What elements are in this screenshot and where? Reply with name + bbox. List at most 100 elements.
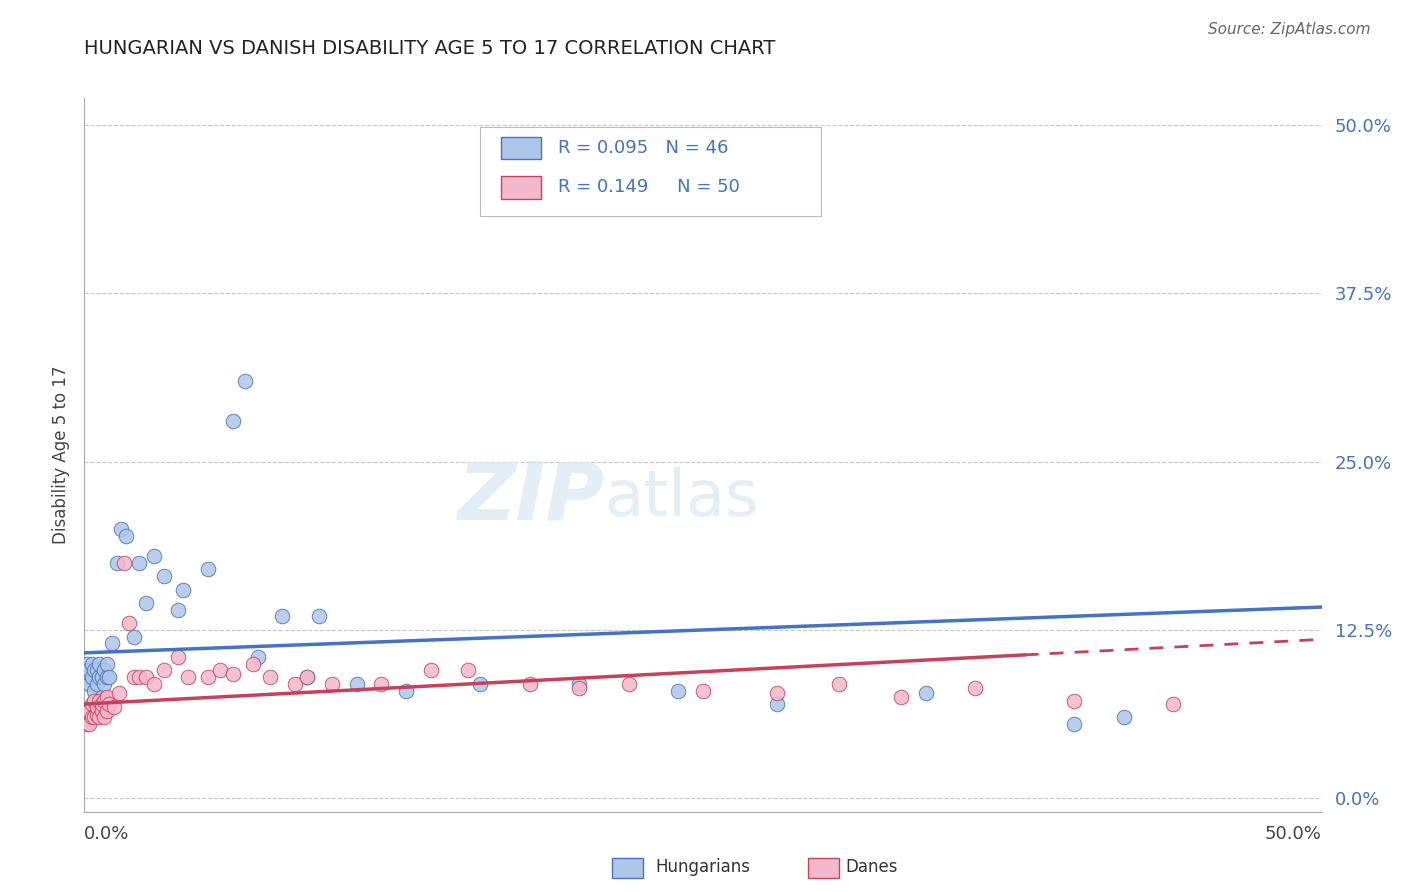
Point bbox=[568, 677, 591, 691]
Text: atlas: atlas bbox=[605, 467, 758, 529]
Point bbox=[83, 683, 105, 698]
Point bbox=[122, 630, 145, 644]
Point bbox=[83, 664, 105, 678]
Point bbox=[79, 704, 101, 718]
Point bbox=[308, 609, 330, 624]
Point bbox=[110, 522, 132, 536]
Text: Hungarians: Hungarians bbox=[655, 858, 751, 876]
Point bbox=[766, 697, 789, 711]
Point bbox=[79, 664, 101, 678]
Point bbox=[321, 677, 343, 691]
Text: HUNGARIAN VS DANISH DISABILITY AGE 5 TO 17 CORRELATION CHART: HUNGARIAN VS DANISH DISABILITY AGE 5 TO … bbox=[84, 39, 776, 58]
Point bbox=[419, 664, 441, 678]
Point bbox=[617, 677, 640, 691]
Point bbox=[914, 686, 936, 700]
Point bbox=[98, 697, 121, 711]
Text: ZIP: ZIP bbox=[457, 458, 605, 537]
Point bbox=[80, 697, 103, 711]
Point bbox=[80, 670, 103, 684]
Point bbox=[167, 649, 190, 664]
Point bbox=[100, 636, 122, 650]
Point bbox=[142, 677, 165, 691]
Point bbox=[167, 603, 190, 617]
Point bbox=[172, 582, 194, 597]
Point bbox=[96, 670, 118, 684]
Point bbox=[259, 670, 281, 684]
Point bbox=[122, 670, 145, 684]
Point bbox=[83, 710, 105, 724]
Point bbox=[98, 670, 121, 684]
Point bbox=[828, 677, 851, 691]
Point bbox=[271, 609, 294, 624]
Point bbox=[246, 649, 269, 664]
Point bbox=[135, 670, 157, 684]
Point bbox=[90, 670, 112, 684]
Point bbox=[135, 596, 157, 610]
Point bbox=[233, 374, 256, 388]
FancyBboxPatch shape bbox=[481, 127, 821, 216]
FancyBboxPatch shape bbox=[502, 136, 541, 160]
Point bbox=[766, 686, 789, 700]
Point bbox=[152, 569, 174, 583]
Point bbox=[80, 657, 103, 671]
Text: 0.0%: 0.0% bbox=[84, 825, 129, 843]
Point bbox=[89, 657, 111, 671]
Text: 50.0%: 50.0% bbox=[1265, 825, 1322, 843]
Point bbox=[395, 683, 418, 698]
Point bbox=[242, 657, 264, 671]
Point bbox=[295, 670, 318, 684]
Point bbox=[1063, 694, 1085, 708]
Point bbox=[90, 690, 112, 705]
Point bbox=[93, 694, 115, 708]
Point bbox=[80, 710, 103, 724]
Point bbox=[519, 677, 541, 691]
Point bbox=[128, 670, 150, 684]
Point bbox=[152, 664, 174, 678]
Point bbox=[370, 677, 392, 691]
Text: Danes: Danes bbox=[845, 858, 898, 876]
Point bbox=[76, 657, 98, 671]
Point bbox=[112, 556, 135, 570]
Point bbox=[295, 670, 318, 684]
Point bbox=[108, 686, 131, 700]
Point bbox=[90, 697, 112, 711]
Point bbox=[79, 677, 101, 691]
Point bbox=[177, 670, 200, 684]
Point bbox=[692, 683, 714, 698]
Point bbox=[470, 677, 492, 691]
Point bbox=[86, 699, 108, 714]
Text: R = 0.095   N = 46: R = 0.095 N = 46 bbox=[558, 139, 728, 157]
Point bbox=[1063, 717, 1085, 731]
Point bbox=[86, 664, 108, 678]
Point bbox=[209, 664, 232, 678]
Text: R = 0.149     N = 50: R = 0.149 N = 50 bbox=[558, 178, 740, 196]
Point bbox=[115, 529, 138, 543]
Point bbox=[128, 556, 150, 570]
Point bbox=[96, 704, 118, 718]
Point bbox=[76, 670, 98, 684]
Point bbox=[965, 681, 987, 695]
Point bbox=[103, 699, 125, 714]
Point bbox=[93, 710, 115, 724]
Point bbox=[86, 677, 108, 691]
Y-axis label: Disability Age 5 to 17: Disability Age 5 to 17 bbox=[52, 366, 70, 544]
Point bbox=[93, 677, 115, 691]
Point bbox=[83, 694, 105, 708]
Point bbox=[76, 717, 98, 731]
Point bbox=[89, 710, 111, 724]
Point bbox=[79, 717, 101, 731]
Point bbox=[197, 670, 219, 684]
Point bbox=[105, 556, 128, 570]
Point bbox=[568, 681, 591, 695]
Point bbox=[284, 677, 307, 691]
Point bbox=[89, 670, 111, 684]
Point bbox=[1112, 710, 1135, 724]
Point bbox=[93, 664, 115, 678]
Point bbox=[1161, 697, 1184, 711]
Point bbox=[222, 667, 245, 681]
Point bbox=[96, 690, 118, 705]
Point bbox=[457, 664, 479, 678]
Point bbox=[666, 683, 689, 698]
Text: Source: ZipAtlas.com: Source: ZipAtlas.com bbox=[1208, 22, 1371, 37]
Point bbox=[118, 616, 141, 631]
